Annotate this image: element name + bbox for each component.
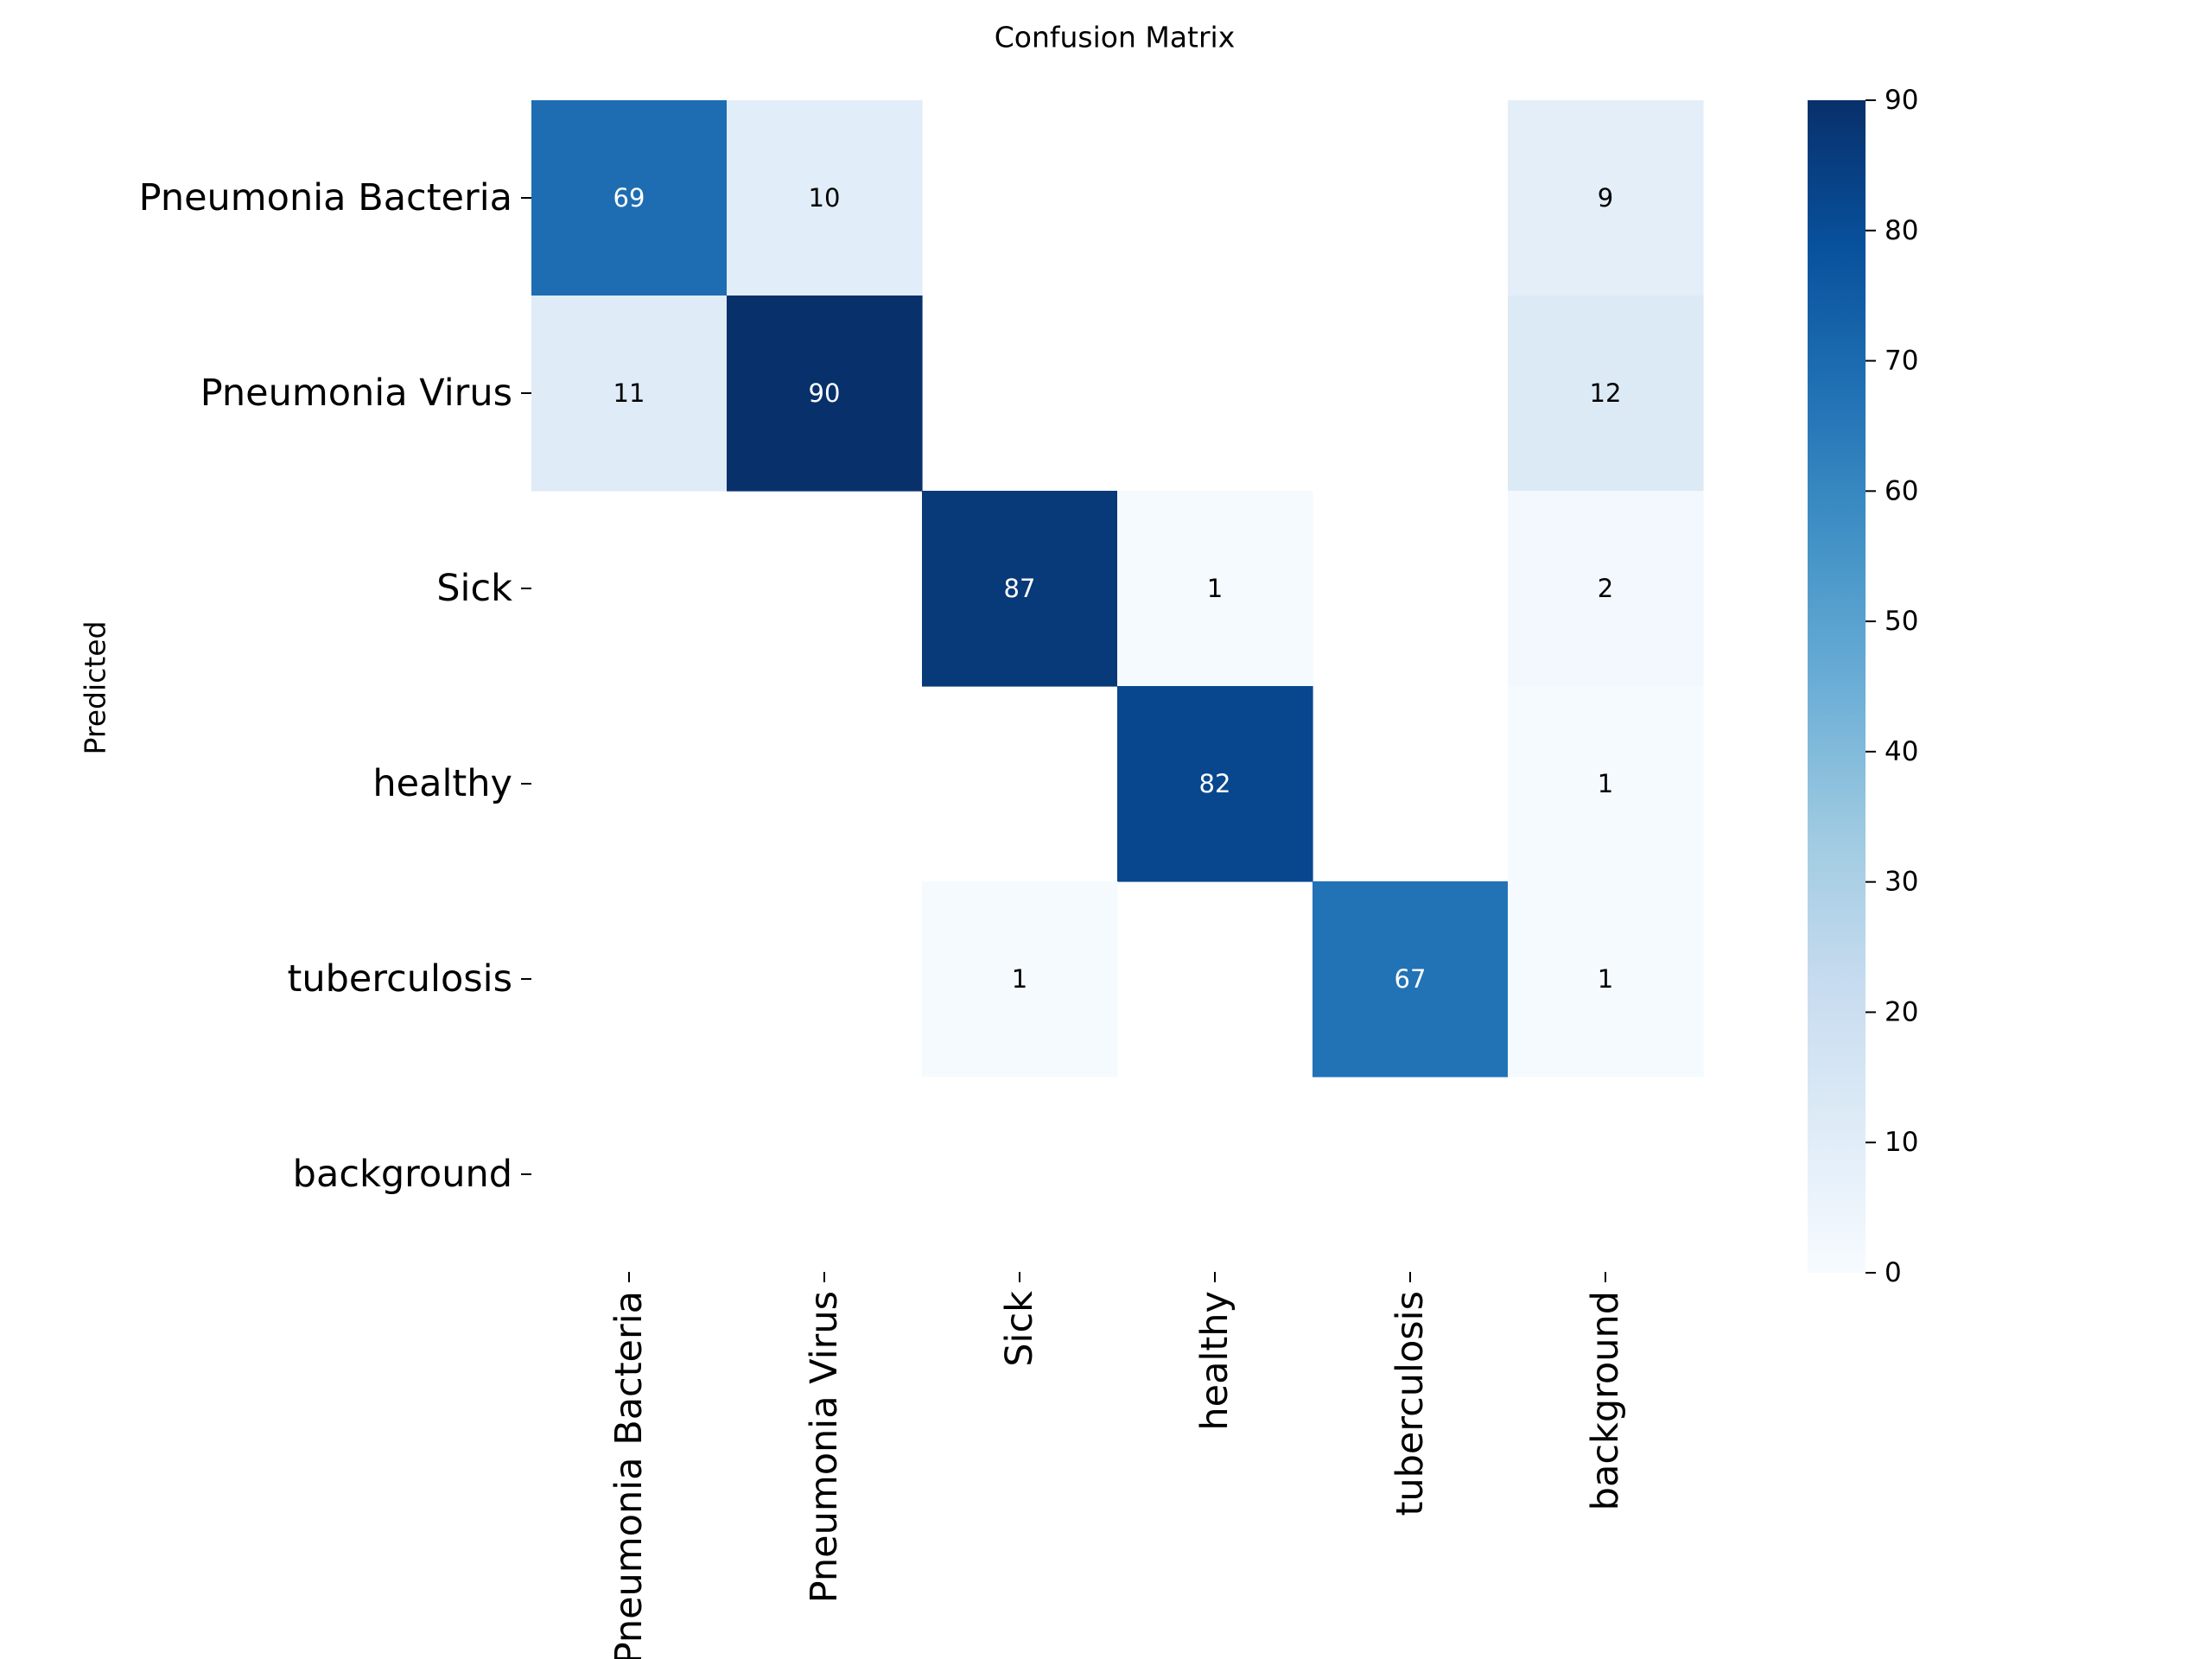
heatmap-cell [1313,881,1509,1077]
heatmap-cells [531,100,1704,1077]
cell-value-label: 2 [1598,574,1613,603]
cell-value-label: 1 [1598,964,1613,994]
heatmap-cell [1117,491,1313,687]
colorbar-tick-label: 30 [1885,867,1918,898]
colorbar-tick-label: 80 [1885,215,1918,246]
x-tick-label: Pneumonia Virus [803,1291,846,1603]
heatmap-cell [531,296,728,492]
heatmap-cell [727,296,923,492]
heatmap-cell [922,881,1118,1077]
colorbar-tick-label: 10 [1885,1127,1918,1158]
colorbar-tick-label: 0 [1885,1257,1902,1288]
cell-value-label: 1 [1012,964,1027,994]
y-tick-label: healthy [372,762,512,805]
heatmap-cell [1508,881,1704,1077]
heatmap-cell [1508,100,1704,296]
y-tick-label: Pneumonia Bacteria [139,176,512,219]
cell-value-label: 1 [1598,769,1613,798]
heatmap-cell [531,100,728,296]
x-tick-label: Pneumonia Bacteria [607,1291,651,1659]
y-tick-label: Sick [436,567,512,610]
cell-value-label: 12 [1590,378,1622,408]
x-tick-label: Sick [998,1291,1041,1367]
cell-value-label: 67 [1395,964,1427,994]
heatmap-cell [727,100,923,296]
cell-value-label: 1 [1207,574,1223,603]
y-tick-label: tuberculosis [288,957,513,1001]
colorbar-tick-label: 90 [1885,85,1918,116]
heatmap-cell [1117,686,1313,882]
y-tick-label: Pneumonia Virus [200,372,512,415]
chart-title: Confusion Matrix [995,21,1236,54]
cell-value-label: 90 [809,378,841,408]
colorbar-gradient [1808,100,1866,1273]
x-tick-label: tuberculosis [1389,1291,1432,1516]
x-axis-ticks: Pneumonia Bacteria Pneumonia Virus Sick hea… [607,1272,1627,1659]
cell-value-label: 10 [809,183,841,213]
colorbar-tick-label: 40 [1885,736,1918,767]
y-tick-label: background [293,1153,512,1196]
cell-value-label: 69 [613,183,645,213]
x-tick-label: healthy [1193,1291,1236,1431]
heatmap-cell [1508,296,1704,492]
heatmap-cell [1508,491,1704,687]
colorbar: 0 10 20 30 40 50 60 70 80 90 [1808,85,1918,1288]
x-tick-label: background [1584,1291,1627,1510]
colorbar-tick-label: 60 [1885,475,1918,506]
colorbar-tick-label: 20 [1885,996,1918,1027]
y-axis-label: Predicted [79,621,112,755]
heatmap-cell [922,491,1118,687]
colorbar-tick-label: 50 [1885,606,1918,637]
cell-value-label: 9 [1598,183,1613,213]
colorbar-tick-label: 70 [1885,346,1918,377]
heatmap-cell [1508,686,1704,882]
cell-value-label: 87 [1004,574,1036,603]
cell-value-label: 82 [1199,769,1231,798]
y-axis-ticks: Pneumonia Bacteria Pneumonia Virus Sick hea… [139,176,531,1196]
cell-value-label: 11 [613,378,645,408]
